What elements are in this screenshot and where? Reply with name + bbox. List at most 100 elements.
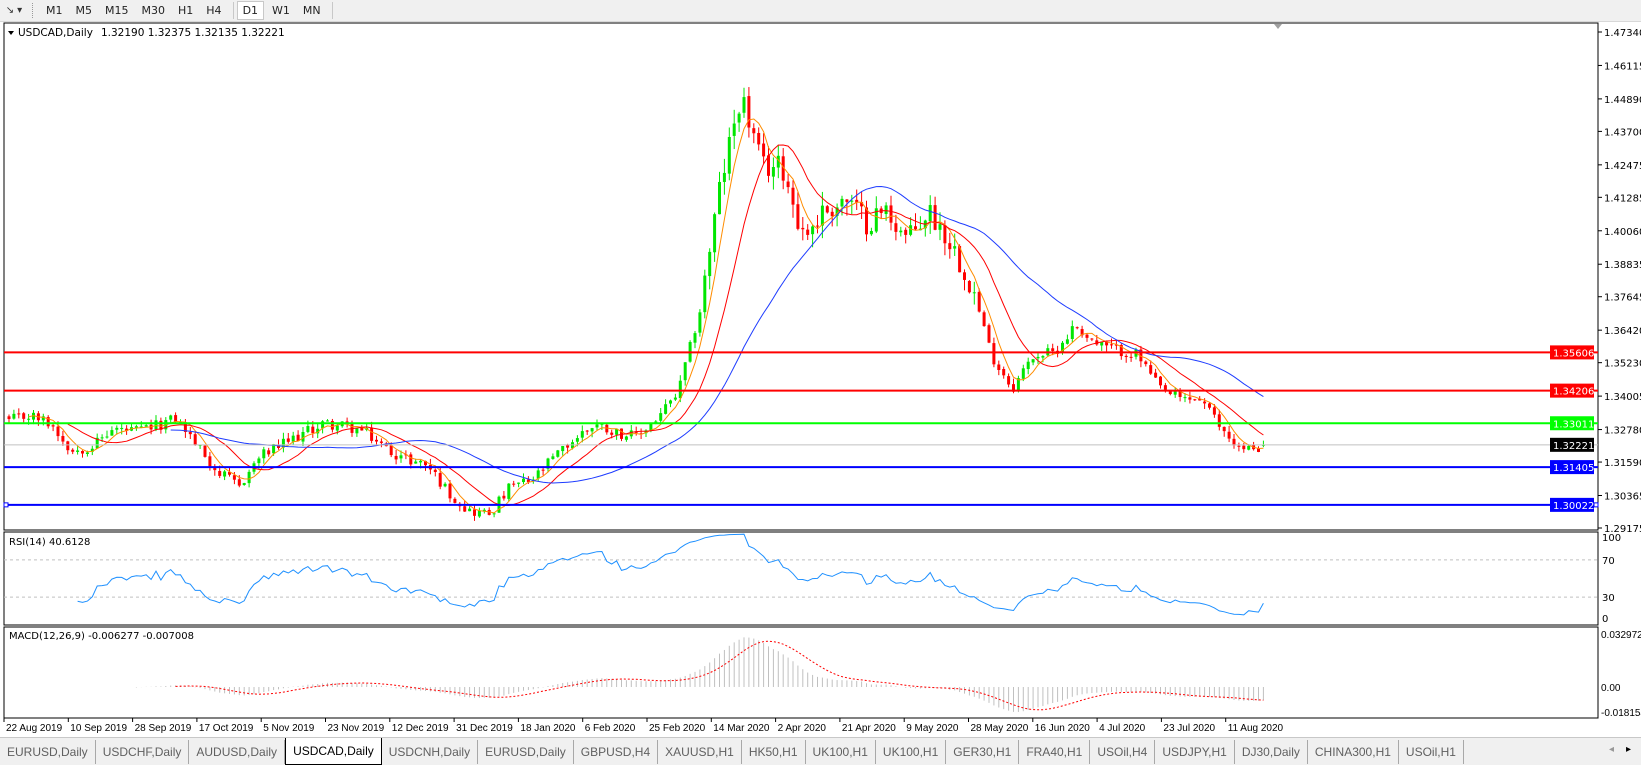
- candle-body: [159, 420, 163, 430]
- chart-tab[interactable]: USDCAD,Daily: [285, 738, 382, 765]
- candle-body: [203, 445, 207, 457]
- price-axis-label: 1.46115: [1604, 61, 1641, 72]
- chart-tab[interactable]: UK100,H1: [876, 740, 947, 764]
- candle-body: [262, 449, 266, 459]
- candle-body: [443, 483, 447, 487]
- macd-group: [135, 637, 1264, 712]
- candle-body: [1051, 348, 1055, 351]
- rsi-panel[interactable]: [3, 531, 1599, 626]
- candle-body: [71, 449, 75, 452]
- candle-body: [634, 431, 638, 433]
- candle-body: [943, 225, 947, 244]
- macd-axis-label: 0.00: [1601, 683, 1621, 694]
- date-axis-label: 12 Dec 2019: [392, 723, 449, 734]
- price-chart[interactable]: 1.47340 1.46115 1.44890 1.43700 1.42475 1.412…: [0, 0, 1641, 737]
- candle-body: [580, 431, 584, 438]
- timeframe-mn-button[interactable]: MN: [302, 4, 321, 17]
- candle-body: [938, 224, 942, 230]
- candle-body: [678, 380, 682, 399]
- rsi-indicator-label: RSI(14) 40.6128: [9, 537, 90, 548]
- price-axis-label: 1.30365: [1604, 492, 1641, 503]
- candle-body: [419, 460, 423, 463]
- chart-tab[interactable]: USDCNH,Daily: [382, 740, 479, 764]
- timeframe-m30-button[interactable]: M30: [141, 4, 166, 17]
- chart-tab[interactable]: USDJPY,H1: [1155, 740, 1235, 764]
- candle-body: [379, 441, 383, 443]
- chart-tab[interactable]: USDCHF,Daily: [96, 740, 190, 764]
- candle-body: [272, 444, 276, 454]
- chart-tab[interactable]: DJ30,Daily: [1235, 740, 1308, 764]
- candle-body: [1080, 329, 1084, 336]
- level-price-label-bg: [1550, 460, 1594, 475]
- candles-group: [7, 87, 1265, 521]
- main-price-panel[interactable]: [3, 22, 1599, 531]
- candle-body: [46, 417, 50, 427]
- candle-body: [1149, 365, 1153, 374]
- date-axis-label: 23 Jul 2020: [1163, 723, 1215, 734]
- line-handle-right[interactable]: [1593, 502, 1599, 508]
- chart-shift-marker-icon[interactable]: [1274, 24, 1282, 29]
- chart-tab[interactable]: UK100,H1: [806, 740, 876, 764]
- candle-body: [762, 143, 766, 157]
- candle-body: [644, 430, 648, 434]
- tab-scroll-right-icon[interactable]: ▸: [1625, 744, 1631, 755]
- chart-tab[interactable]: EURUSD,Daily: [478, 740, 574, 764]
- tab-scroll-left-icon[interactable]: ◂: [1608, 744, 1614, 755]
- candle-body: [1168, 390, 1172, 395]
- level-price-label: 1.31405: [1553, 463, 1594, 474]
- candle-body: [61, 436, 65, 442]
- chart-tab[interactable]: XAUUSD,H1: [658, 740, 742, 764]
- candle-body: [291, 435, 295, 442]
- candle-body: [281, 438, 285, 448]
- candle-body: [502, 495, 506, 499]
- tab-scroll-arrows: ◂ ▸: [1603, 738, 1641, 755]
- candle-body: [757, 132, 761, 145]
- candle-body: [306, 426, 310, 432]
- candle-body: [1183, 397, 1187, 399]
- candle-body: [223, 471, 227, 477]
- macd-panel[interactable]: [3, 626, 1599, 719]
- candle-body: [727, 136, 731, 174]
- collapse-triangle-icon[interactable]: [8, 31, 14, 35]
- chart-tab[interactable]: FRA40,H1: [1019, 740, 1091, 764]
- date-axis-label: 28 May 2020: [971, 723, 1029, 734]
- candle-body: [669, 400, 672, 404]
- candle-body: [1021, 368, 1025, 379]
- timeframe-m5-button[interactable]: M5: [75, 4, 93, 17]
- level-price-label-bg: [1550, 383, 1594, 398]
- chart-tab[interactable]: AUDUSD,Daily: [189, 740, 286, 764]
- timeframe-h4-button[interactable]: H4: [206, 4, 222, 17]
- candle-body: [801, 227, 805, 230]
- price-axis-label: 1.41285: [1604, 193, 1641, 204]
- chart-tab[interactable]: USOil,H1: [1399, 740, 1464, 764]
- candle-body: [972, 292, 976, 294]
- timeframe-h1-button[interactable]: H1: [178, 4, 194, 17]
- candle-body: [51, 425, 55, 427]
- candle-body: [1016, 378, 1020, 391]
- chart-tab[interactable]: USOil,H4: [1090, 740, 1156, 764]
- rsi-line: [77, 533, 1264, 616]
- price-axis-label: 1.42475: [1604, 161, 1641, 172]
- candle-body: [1139, 349, 1143, 362]
- price-axis-label: 1.47340: [1604, 28, 1641, 39]
- candle-body: [639, 433, 643, 435]
- timeframe-d1-button[interactable]: D1: [236, 1, 265, 20]
- candle-body: [585, 430, 589, 432]
- timeframe-w1-button[interactable]: W1: [272, 4, 290, 17]
- timeframe-m1-button[interactable]: M1: [46, 4, 63, 17]
- candle-body: [752, 128, 756, 134]
- toolbar-grip[interactable]: [32, 3, 35, 18]
- candle-body: [183, 422, 187, 432]
- chart-tab[interactable]: GER30,H1: [946, 740, 1020, 764]
- timeframe-m15-button[interactable]: M15: [105, 4, 129, 17]
- candle-body: [1031, 359, 1035, 363]
- line-handle-left[interactable]: [3, 502, 9, 508]
- chart-tab[interactable]: HK50,H1: [742, 740, 806, 764]
- chart-tab[interactable]: CHINA300,H1: [1308, 740, 1399, 764]
- chart-tab[interactable]: GBPUSD,H4: [574, 740, 659, 764]
- bid-price-label: 1.32221: [1553, 441, 1594, 452]
- drawing-tools-button[interactable]: ↘ ▾: [0, 5, 28, 16]
- date-axis-label: 18 Jan 2020: [520, 723, 575, 734]
- candle-body: [1237, 445, 1241, 447]
- chart-tab[interactable]: EURUSD,Daily: [0, 740, 96, 764]
